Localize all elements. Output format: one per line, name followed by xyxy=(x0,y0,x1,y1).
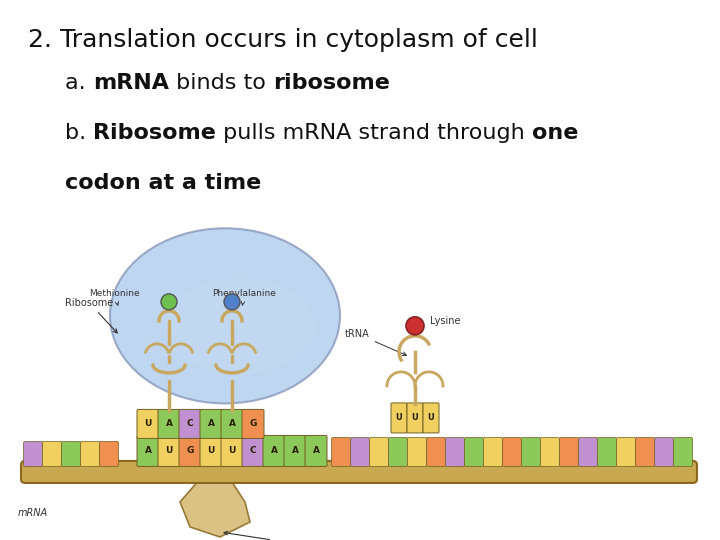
Text: U: U xyxy=(228,447,235,455)
FancyBboxPatch shape xyxy=(179,409,201,438)
Text: ribosome: ribosome xyxy=(273,73,390,93)
FancyBboxPatch shape xyxy=(598,437,616,467)
FancyBboxPatch shape xyxy=(391,403,407,433)
FancyBboxPatch shape xyxy=(331,437,351,467)
FancyBboxPatch shape xyxy=(389,437,408,467)
Text: A: A xyxy=(228,420,235,428)
FancyBboxPatch shape xyxy=(407,403,423,433)
Text: b.: b. xyxy=(65,123,94,143)
Text: Start codon: Start codon xyxy=(224,531,328,540)
FancyBboxPatch shape xyxy=(158,435,180,467)
Text: a.: a. xyxy=(65,73,93,93)
Text: A: A xyxy=(292,447,299,455)
FancyBboxPatch shape xyxy=(137,409,159,438)
Text: U: U xyxy=(166,447,173,455)
FancyBboxPatch shape xyxy=(200,409,222,438)
Text: 2. Translation occurs in cytoplasm of cell: 2. Translation occurs in cytoplasm of ce… xyxy=(28,28,538,52)
Text: tRNA: tRNA xyxy=(345,329,407,355)
FancyBboxPatch shape xyxy=(673,437,693,467)
FancyBboxPatch shape xyxy=(464,437,484,467)
FancyBboxPatch shape xyxy=(61,441,81,467)
FancyBboxPatch shape xyxy=(137,435,159,467)
FancyBboxPatch shape xyxy=(484,437,503,467)
FancyBboxPatch shape xyxy=(21,461,697,483)
Text: U: U xyxy=(207,447,215,455)
FancyBboxPatch shape xyxy=(42,441,61,467)
FancyBboxPatch shape xyxy=(503,437,521,467)
FancyBboxPatch shape xyxy=(24,441,42,467)
FancyBboxPatch shape xyxy=(221,435,243,467)
Text: G: G xyxy=(186,447,194,455)
Text: U: U xyxy=(144,420,152,428)
Text: mRNA: mRNA xyxy=(18,508,48,518)
FancyBboxPatch shape xyxy=(521,437,541,467)
FancyBboxPatch shape xyxy=(446,437,464,467)
FancyBboxPatch shape xyxy=(426,437,446,467)
Text: Phenylalanine: Phenylalanine xyxy=(212,289,276,305)
FancyBboxPatch shape xyxy=(221,409,243,438)
FancyBboxPatch shape xyxy=(158,409,180,438)
FancyBboxPatch shape xyxy=(179,435,201,467)
FancyBboxPatch shape xyxy=(200,435,222,467)
Circle shape xyxy=(406,317,424,335)
Text: Ribosome: Ribosome xyxy=(65,298,117,333)
FancyBboxPatch shape xyxy=(578,437,598,467)
FancyBboxPatch shape xyxy=(541,437,559,467)
Ellipse shape xyxy=(166,278,315,374)
Text: pulls mRNA strand through: pulls mRNA strand through xyxy=(216,123,532,143)
Ellipse shape xyxy=(110,228,340,403)
Text: A: A xyxy=(312,447,320,455)
FancyBboxPatch shape xyxy=(616,437,636,467)
Text: G: G xyxy=(249,420,257,428)
Text: Lysine: Lysine xyxy=(430,316,461,326)
Text: A: A xyxy=(145,447,151,455)
Circle shape xyxy=(161,294,177,310)
Circle shape xyxy=(224,294,240,310)
FancyBboxPatch shape xyxy=(263,435,285,467)
Text: Methionine: Methionine xyxy=(89,289,140,305)
FancyBboxPatch shape xyxy=(423,403,439,433)
Text: binds to: binds to xyxy=(168,73,273,93)
FancyBboxPatch shape xyxy=(242,409,264,438)
Text: A: A xyxy=(271,447,277,455)
Text: A: A xyxy=(166,420,173,428)
FancyBboxPatch shape xyxy=(242,435,264,467)
Text: C: C xyxy=(250,447,256,455)
Text: U: U xyxy=(412,414,418,422)
FancyBboxPatch shape xyxy=(559,437,578,467)
FancyBboxPatch shape xyxy=(284,435,306,467)
Text: A: A xyxy=(207,420,215,428)
FancyBboxPatch shape xyxy=(369,437,389,467)
Polygon shape xyxy=(180,479,250,537)
FancyBboxPatch shape xyxy=(81,441,99,467)
FancyBboxPatch shape xyxy=(408,437,426,467)
Text: U: U xyxy=(395,414,402,422)
FancyBboxPatch shape xyxy=(305,435,327,467)
Text: Ribosome: Ribosome xyxy=(94,123,216,143)
FancyBboxPatch shape xyxy=(99,441,119,467)
Text: C: C xyxy=(186,420,193,428)
Text: U: U xyxy=(428,414,434,422)
FancyBboxPatch shape xyxy=(351,437,369,467)
Text: mRNA: mRNA xyxy=(93,73,168,93)
Text: one: one xyxy=(532,123,578,143)
FancyBboxPatch shape xyxy=(636,437,654,467)
Text: codon at a time: codon at a time xyxy=(65,173,261,193)
FancyBboxPatch shape xyxy=(654,437,673,467)
